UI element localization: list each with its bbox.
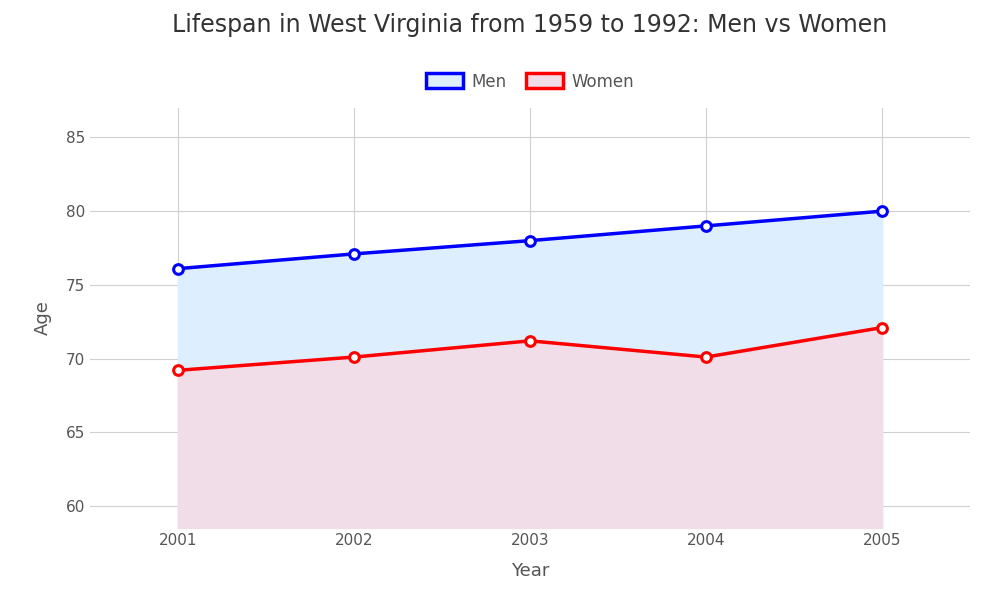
Title: Lifespan in West Virginia from 1959 to 1992: Men vs Women: Lifespan in West Virginia from 1959 to 1… xyxy=(172,13,888,37)
Legend: Men, Women: Men, Women xyxy=(419,66,641,97)
Y-axis label: Age: Age xyxy=(34,301,52,335)
X-axis label: Year: Year xyxy=(511,562,549,580)
